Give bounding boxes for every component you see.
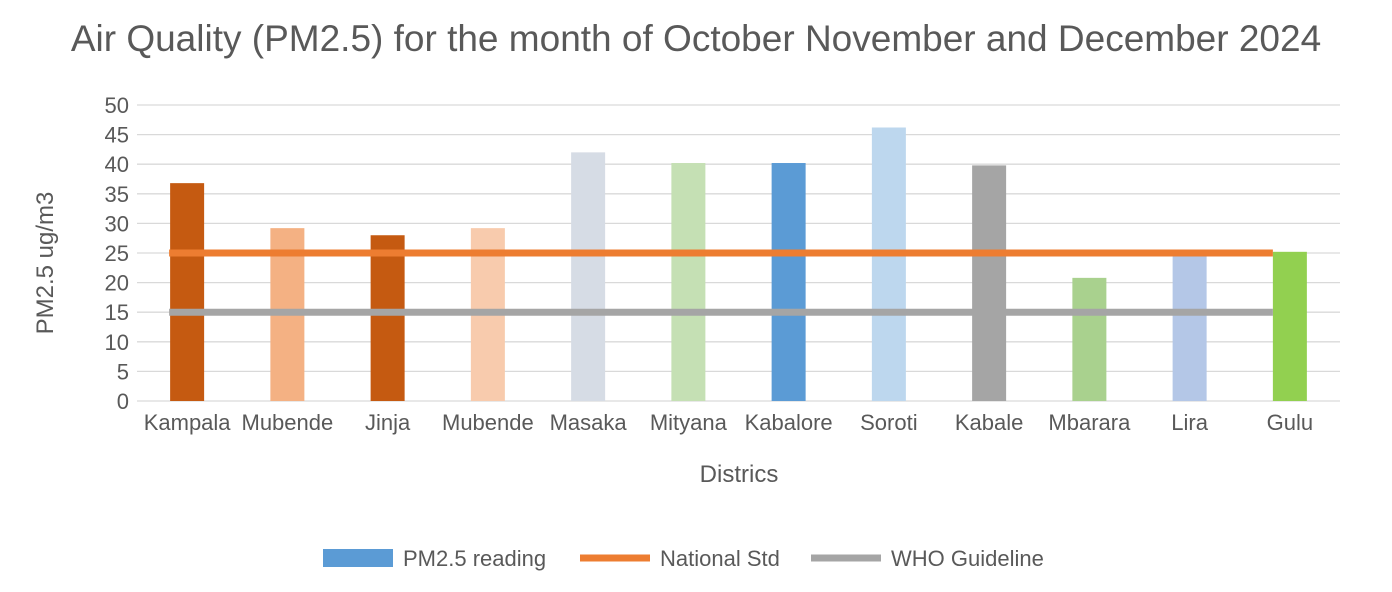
bar [671,163,706,401]
y-tick-label: 45 [105,123,129,148]
y-tick-label: 40 [105,152,129,177]
y-tick-label: 10 [105,330,129,355]
bar [370,235,405,401]
legend-label: WHO Guideline [891,546,1044,571]
bar [170,183,205,401]
x-tick-label: Kabalore [745,410,833,435]
y-tick-label: 5 [117,359,129,384]
bar-series [170,127,1307,401]
x-tick-label: Masaka [550,410,628,435]
gridlines [137,104,1340,402]
legend-label: PM2.5 reading [403,546,546,571]
x-axis-title: Districs [700,461,779,488]
x-tick-label: Soroti [860,410,917,435]
y-tick-label: 25 [105,241,129,266]
y-tick-label: 0 [117,389,129,414]
x-tick-label: Mbarara [1048,410,1131,435]
legend-label: National Std [660,546,780,571]
y-tick-label: 20 [105,271,129,296]
x-tick-label: Gulu [1267,410,1313,435]
chart-title: Air Quality (PM2.5) for the month of Oct… [70,18,1322,59]
x-tick-label: Jinja [365,410,411,435]
bar [771,163,806,401]
x-tick-label: Kampala [144,410,232,435]
bar [1172,254,1207,401]
x-tick-label: Kabale [955,410,1024,435]
x-tick-label: Mubende [242,410,334,435]
y-tick-label: 50 [105,93,129,118]
x-tick-label: Mubende [442,410,534,435]
y-tick-label: 35 [105,182,129,207]
x-axis-ticks: Kampala Mubende Jinja Mubende Masaka Mityana K… [144,410,1313,435]
bar [972,165,1007,401]
y-tick-label: 30 [105,211,129,236]
y-tick-label: 15 [105,300,129,325]
line-series [169,249,1273,316]
bar [1272,251,1307,401]
x-tick-label: Mityana [650,410,728,435]
legend: PM2.5 reading National Std WHO Guideline [323,546,1044,571]
bar [871,127,906,401]
legend-swatch [323,549,393,567]
y-axis-title: PM2.5 ug/m3 [32,192,59,335]
x-tick-label: Lira [1171,410,1208,435]
bar [571,152,606,401]
y-axis-ticks: 0 5 10 15 20 25 30 35 40 45 50 [105,93,129,414]
bar [1072,277,1107,401]
